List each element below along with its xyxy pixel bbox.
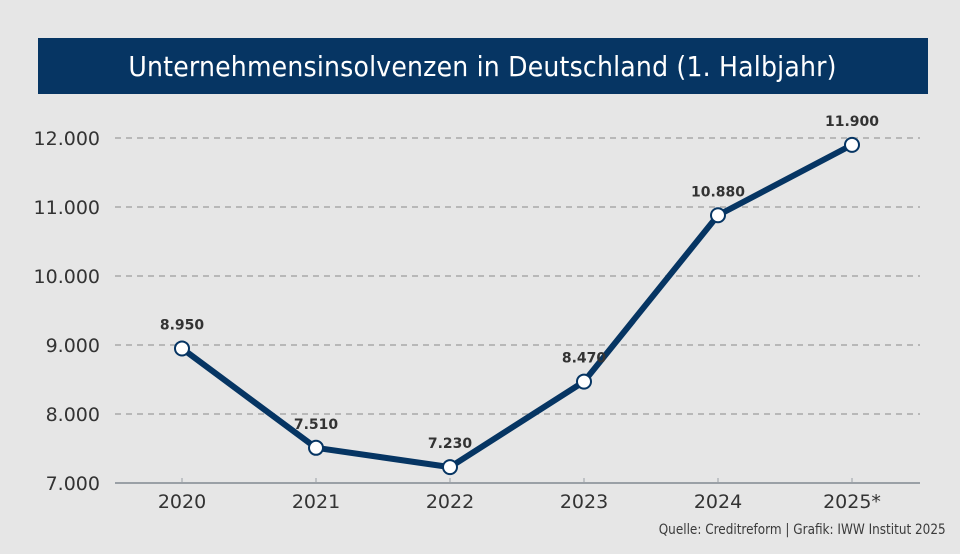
x-tick-label: 2020 (158, 491, 206, 513)
y-tick-label: 9.000 (46, 335, 100, 357)
data-point (576, 373, 592, 390)
gridlines (115, 137, 920, 415)
series-line (179, 141, 855, 471)
data-point (308, 439, 324, 456)
data-point (442, 459, 458, 476)
data-label: 11.900 (825, 114, 879, 130)
chart-title-bar: Unternehmensinsolvenzen in Deutschland (… (38, 38, 928, 94)
data-label: 7.510 (294, 417, 339, 433)
chart-title: Unternehmensinsolvenzen in Deutschland (… (128, 49, 838, 83)
y-tick-label: 7.000 (46, 473, 100, 495)
x-tick-label: 2025* (823, 491, 881, 513)
data-label: 8.950 (160, 317, 205, 333)
data-point (844, 136, 860, 153)
x-tick-label: 2023 (560, 491, 608, 513)
data-labels: 8.950 7.510 7.230 8.470 10.880 11.900 (160, 114, 879, 452)
series-line-group (179, 141, 855, 471)
y-tick-label: 8.000 (46, 404, 100, 426)
data-label: 7.230 (428, 436, 473, 452)
source-note: Quelle: Creditreform | Grafik: IWW Insti… (659, 522, 946, 538)
y-tick-label: 10.000 (34, 266, 100, 288)
data-label: 8.470 (562, 351, 607, 367)
markers (174, 136, 860, 476)
data-point (174, 340, 190, 357)
x-tick-label: 2024 (694, 491, 742, 513)
y-tick-label: 12.000 (34, 128, 100, 150)
x-tick-label: 2022 (426, 491, 474, 513)
data-point (710, 207, 726, 224)
x-tick-label: 2021 (292, 491, 340, 513)
y-tick-label: 11.000 (34, 197, 100, 219)
axes: 7.000 8.000 9.000 10.000 11.000 12.000 2020 202… (34, 128, 920, 513)
data-label: 10.880 (691, 184, 745, 200)
